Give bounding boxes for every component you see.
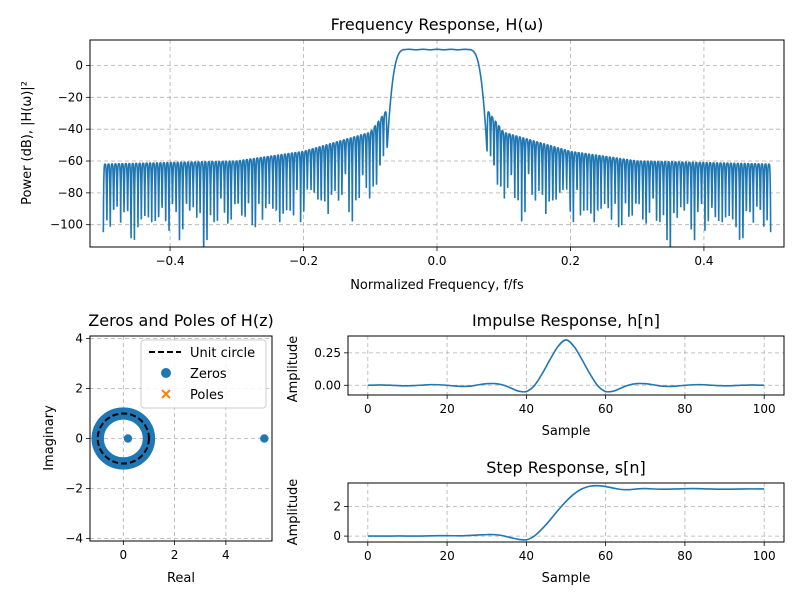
- legend-unit-circle-label: Unit circle: [190, 346, 255, 361]
- impulse-xtick-label: 100: [753, 402, 776, 416]
- freq-xtick-label: 0.0: [427, 254, 446, 268]
- pz-marks: [91, 407, 269, 470]
- step-xtick-label: 20: [439, 549, 454, 563]
- impulse-xlabel: Sample: [542, 424, 591, 439]
- pz-ytick-label: 2: [75, 382, 83, 396]
- freq-xtick-label: −0.2: [289, 254, 318, 268]
- pz-ytick-label: −2: [65, 482, 83, 496]
- step-xtick-label: 100: [753, 549, 776, 563]
- pz-xtick-label: 2: [171, 548, 179, 562]
- impulse-title: Impulse Response, h[n]: [472, 311, 660, 330]
- freq-title: Frequency Response, H(ω): [331, 15, 544, 34]
- impulse-xtick-label: 0: [364, 402, 372, 416]
- step-xtick-label: 0: [364, 549, 372, 563]
- unit-circle: [96, 412, 150, 465]
- step-xtick-label: 80: [677, 549, 692, 563]
- freq-ytick-label: −100: [50, 218, 83, 232]
- impulse-axes-frame: [347, 335, 785, 396]
- impulse-xtick-label: 40: [519, 402, 534, 416]
- pz-xlabel: Real: [167, 571, 195, 586]
- frequency-response-plot: Frequency Response, H(ω) Normalized Freq…: [20, 15, 785, 293]
- freq-ytick-label: −40: [58, 122, 83, 136]
- step-ytick-label: 0: [333, 529, 341, 543]
- freq-xtick-label: 0.2: [561, 254, 580, 268]
- freq-ytick-label: −20: [58, 90, 83, 104]
- step-title: Step Response, s[n]: [486, 458, 646, 477]
- zero-point: [260, 434, 269, 443]
- freq-xtick-label: 0.4: [694, 254, 713, 268]
- legend-zeros-label: Zeros: [190, 367, 227, 382]
- zeros-poles-plot: Zeros and Poles of H(z) Real Imaginary 0…: [42, 311, 274, 586]
- pz-xtick-label: 0: [120, 548, 128, 562]
- pz-ytick-label: 0: [75, 432, 83, 446]
- step-response-plot: Step Response, s[n] Sample Amplitude 0 20…: [286, 458, 785, 586]
- impulse-ytick-label: 0.00: [314, 378, 341, 392]
- legend-poles-label: Poles: [190, 388, 224, 403]
- pz-xtick-label: 4: [222, 548, 230, 562]
- freq-axes-frame: [89, 39, 785, 248]
- freq-series-line: [102, 48, 772, 247]
- impulse-ylabel: Amplitude: [286, 336, 301, 403]
- freq-xtick-label: −0.4: [156, 254, 185, 268]
- freq-ylabel: Power (dB), |H(ω)|²: [20, 81, 35, 205]
- legend-poles-swatch: [161, 389, 171, 399]
- step-xtick-label: 40: [519, 549, 534, 563]
- pz-ylabel: Imaginary: [42, 405, 57, 471]
- step-axes-frame: [347, 482, 785, 543]
- pz-title: Zeros and Poles of H(z): [88, 311, 273, 330]
- impulse-xtick-label: 80: [677, 402, 692, 416]
- impulse-ytick-label: 0.25: [314, 346, 341, 360]
- freq-ytick-label: −80: [58, 186, 83, 200]
- impulse-series-line: [367, 339, 765, 393]
- freq-ytick-label: −60: [58, 154, 83, 168]
- freq-ytick-label: 0: [75, 58, 83, 72]
- legend-zeros-swatch: [161, 368, 171, 378]
- pz-legend: Unit circle Zeros Poles: [140, 339, 267, 409]
- legend-box: [140, 339, 267, 409]
- pz-axes-frame: [89, 335, 273, 542]
- step-ytick-label: 2: [333, 500, 341, 514]
- step-xtick-label: 60: [598, 549, 613, 563]
- step-ylabel: Amplitude: [286, 479, 301, 546]
- impulse-xtick-label: 20: [439, 402, 454, 416]
- pz-ytick-label: 4: [75, 332, 83, 346]
- pz-ytick-label: −4: [65, 532, 83, 546]
- impulse-xtick-label: 60: [598, 402, 613, 416]
- step-series-line: [367, 484, 765, 541]
- step-xlabel: Sample: [542, 571, 591, 586]
- freq-xlabel: Normalized Frequency, f/fs: [350, 278, 524, 293]
- impulse-response-plot: Impulse Response, h[n] Sample Amplitude …: [286, 311, 785, 439]
- zero-point: [123, 434, 133, 443]
